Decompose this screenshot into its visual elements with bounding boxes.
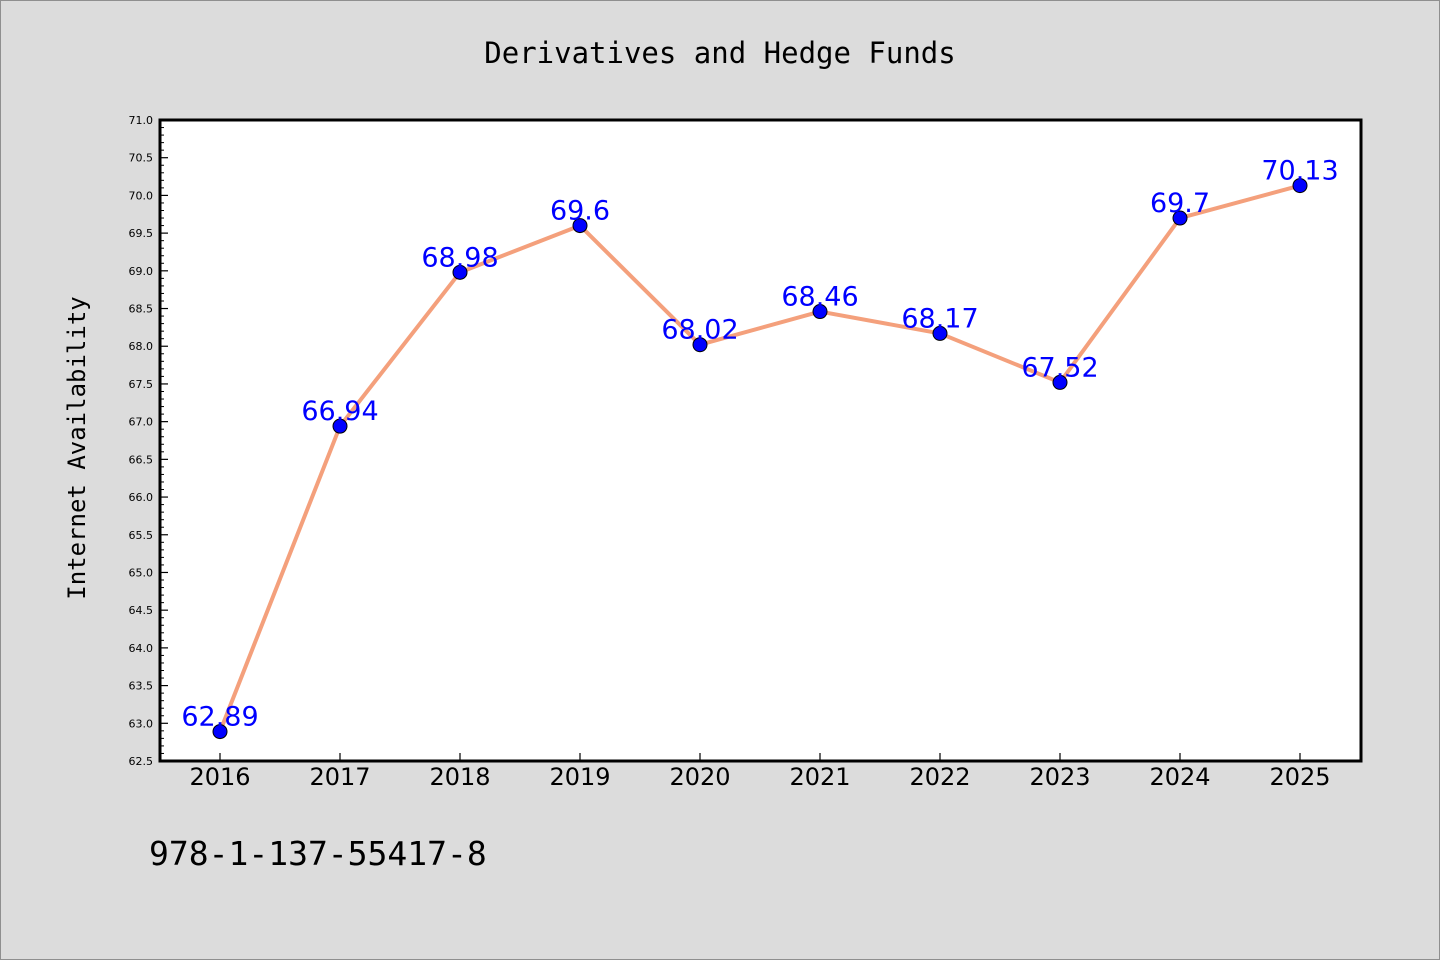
data-labels: 62.89 66.94 68.98 69.6 68.02 68.46 68.17 67.52 6…: [181, 156, 1338, 733]
y-tick-label: 63.0: [129, 717, 154, 730]
y-tick-label: 64.5: [129, 604, 154, 617]
data-label: 69.7: [1150, 188, 1210, 219]
data-label: 68.46: [781, 282, 858, 313]
x-axis: 2016 2017 2018 2019 2020 2021 2022 2023 2024 2025: [189, 753, 1331, 791]
x-tick-label: 2023: [1029, 763, 1090, 791]
y-tick-label: 68.5: [129, 303, 154, 316]
y-axis-label: Internet Availability: [63, 296, 91, 599]
y-tick-label: 71.0: [129, 114, 154, 127]
plot-area: [158, 118, 1363, 763]
y-tick-label: 67.0: [129, 416, 154, 429]
y-tick-label: 68.0: [129, 340, 154, 353]
data-point: [932, 325, 948, 341]
data-label: 66.94: [301, 396, 378, 427]
data-point: [332, 418, 348, 434]
x-tick-label: 2021: [789, 763, 850, 791]
y-tick-label: 62.5: [129, 755, 154, 768]
x-tick-label: 2016: [189, 763, 250, 791]
y-tick-label: 70.5: [129, 152, 154, 165]
data-label: 69.6: [550, 196, 610, 227]
y-tick-label: 69.0: [129, 265, 154, 278]
series-markers: [212, 178, 1308, 740]
series-line: [218, 183, 1301, 733]
data-point: [812, 304, 828, 320]
data-label: 70.13: [1261, 156, 1338, 187]
y-axis: 62.5 63.0 63.5 64.0 64.5 65.0 65.5 66.0 66.5 67.0…: [129, 114, 168, 768]
y-tick-label: 66.5: [129, 453, 154, 466]
x-tick-label: 2022: [909, 763, 970, 791]
data-label: 68.98: [421, 242, 498, 273]
data-point: [692, 337, 708, 353]
y-tick-label: 69.5: [129, 227, 154, 240]
x-tick-label: 2018: [429, 763, 490, 791]
footer-isbn: 978-1-137-55417-8: [149, 834, 487, 873]
y-tick-label: 67.5: [129, 378, 154, 391]
y-tick-label: 70.0: [129, 189, 154, 202]
y-tick-label: 65.0: [129, 566, 154, 579]
x-tick-label: 2017: [309, 763, 370, 791]
data-point: [1172, 210, 1188, 226]
x-tick-label: 2019: [549, 763, 610, 791]
y-tick-label: 66.0: [129, 491, 154, 504]
data-label: 68.17: [901, 303, 978, 334]
data-label: 68.02: [661, 315, 738, 346]
data-point: [572, 218, 588, 234]
data-point: [1292, 178, 1308, 194]
x-tick-label: 2020: [669, 763, 730, 791]
x-tick-label: 2025: [1269, 763, 1330, 791]
data-label: 62.89: [181, 702, 258, 733]
data-point: [452, 264, 468, 280]
data-point: [212, 724, 228, 740]
y-tick-label: 64.0: [129, 642, 154, 655]
data-point: [1052, 374, 1068, 390]
chart-title: Derivatives and Hedge Funds: [484, 36, 955, 70]
x-tick-label: 2024: [1149, 763, 1210, 791]
y-tick-label: 65.5: [129, 529, 154, 542]
y-tick-label: 63.5: [129, 680, 154, 693]
data-label: 67.52: [1021, 352, 1098, 383]
